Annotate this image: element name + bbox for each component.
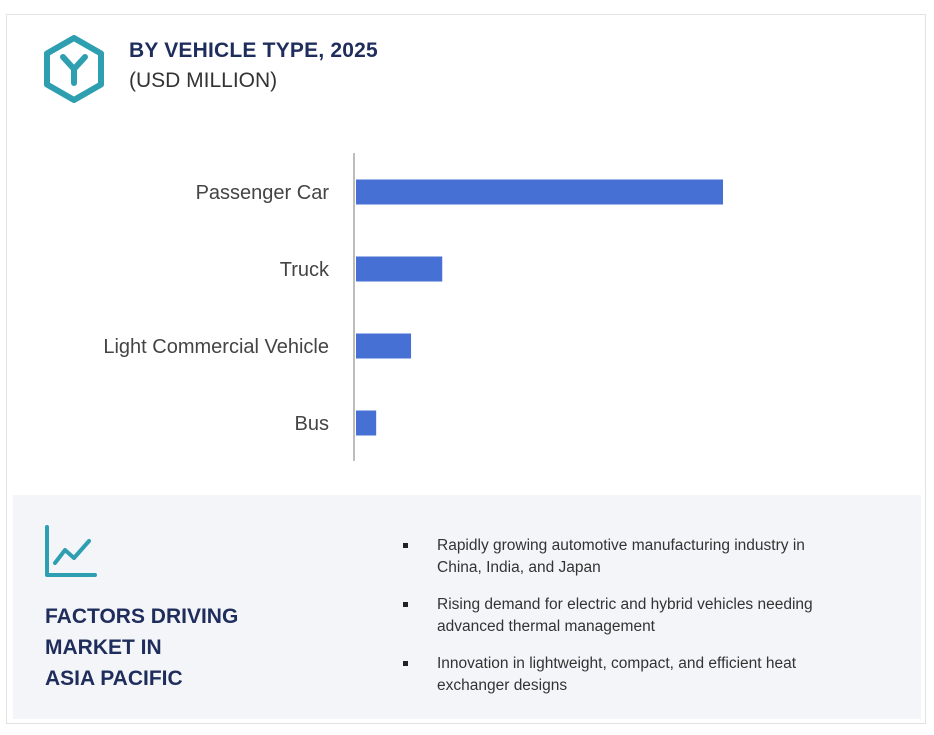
factor-text-line: advanced thermal management	[437, 618, 655, 635]
factors-heading-line: MARKET IN	[45, 636, 162, 659]
factors-list: Rapidly growing automotive manufacturing…	[401, 535, 901, 712]
factor-text-line: Innovation in lightweight, compact, and …	[437, 655, 797, 672]
bar-passenger-car	[356, 179, 723, 205]
bar-light-commercial-vehicle	[356, 333, 412, 359]
factors-heading: FACTORS DRIVING MARKET IN ASIA PACIFIC	[45, 601, 275, 694]
hexagon-logo-icon	[44, 35, 104, 103]
factor-text-line: Rising demand for electric and hybrid ve…	[437, 596, 813, 613]
bar-truck	[356, 256, 443, 282]
factors-heading-line: ASIA PACIFIC	[45, 667, 183, 690]
chart-subtitle: (USD MILLION)	[129, 69, 278, 92]
factors-panel: FACTORS DRIVING MARKET IN ASIA PACIFIC R…	[13, 495, 921, 719]
factor-text-line: Rapidly growing automotive manufacturing…	[437, 537, 805, 554]
factor-text-line: China, India, and Japan	[437, 559, 601, 576]
factors-heading-line: FACTORS DRIVING	[45, 605, 239, 628]
category-label: Passenger Car	[196, 182, 330, 204]
category-label: Bus	[295, 413, 329, 435]
category-label: Truck	[280, 259, 330, 281]
category-label: Light Commercial Vehicle	[103, 336, 329, 358]
bar-bus	[356, 410, 377, 436]
line-chart-trend-icon	[45, 525, 97, 577]
factor-item: Rapidly growing automotive manufacturing…	[401, 535, 901, 579]
chart-card: BY VEHICLE TYPE, 2025 (USD MILLION) Pass…	[6, 14, 926, 724]
factor-item: Rising demand for electric and hybrid ve…	[401, 594, 901, 638]
bullet-square-icon	[403, 661, 408, 666]
factor-text-line: exchanger designs	[437, 677, 568, 694]
bullet-square-icon	[403, 543, 408, 548]
bullet-square-icon	[403, 602, 408, 607]
chart-title: BY VEHICLE TYPE, 2025	[129, 39, 378, 62]
factor-item: Innovation in lightweight, compact, and …	[401, 653, 901, 697]
bar-chart: Passenger Car Truck Light Commercial Vehic…	[103, 153, 723, 461]
